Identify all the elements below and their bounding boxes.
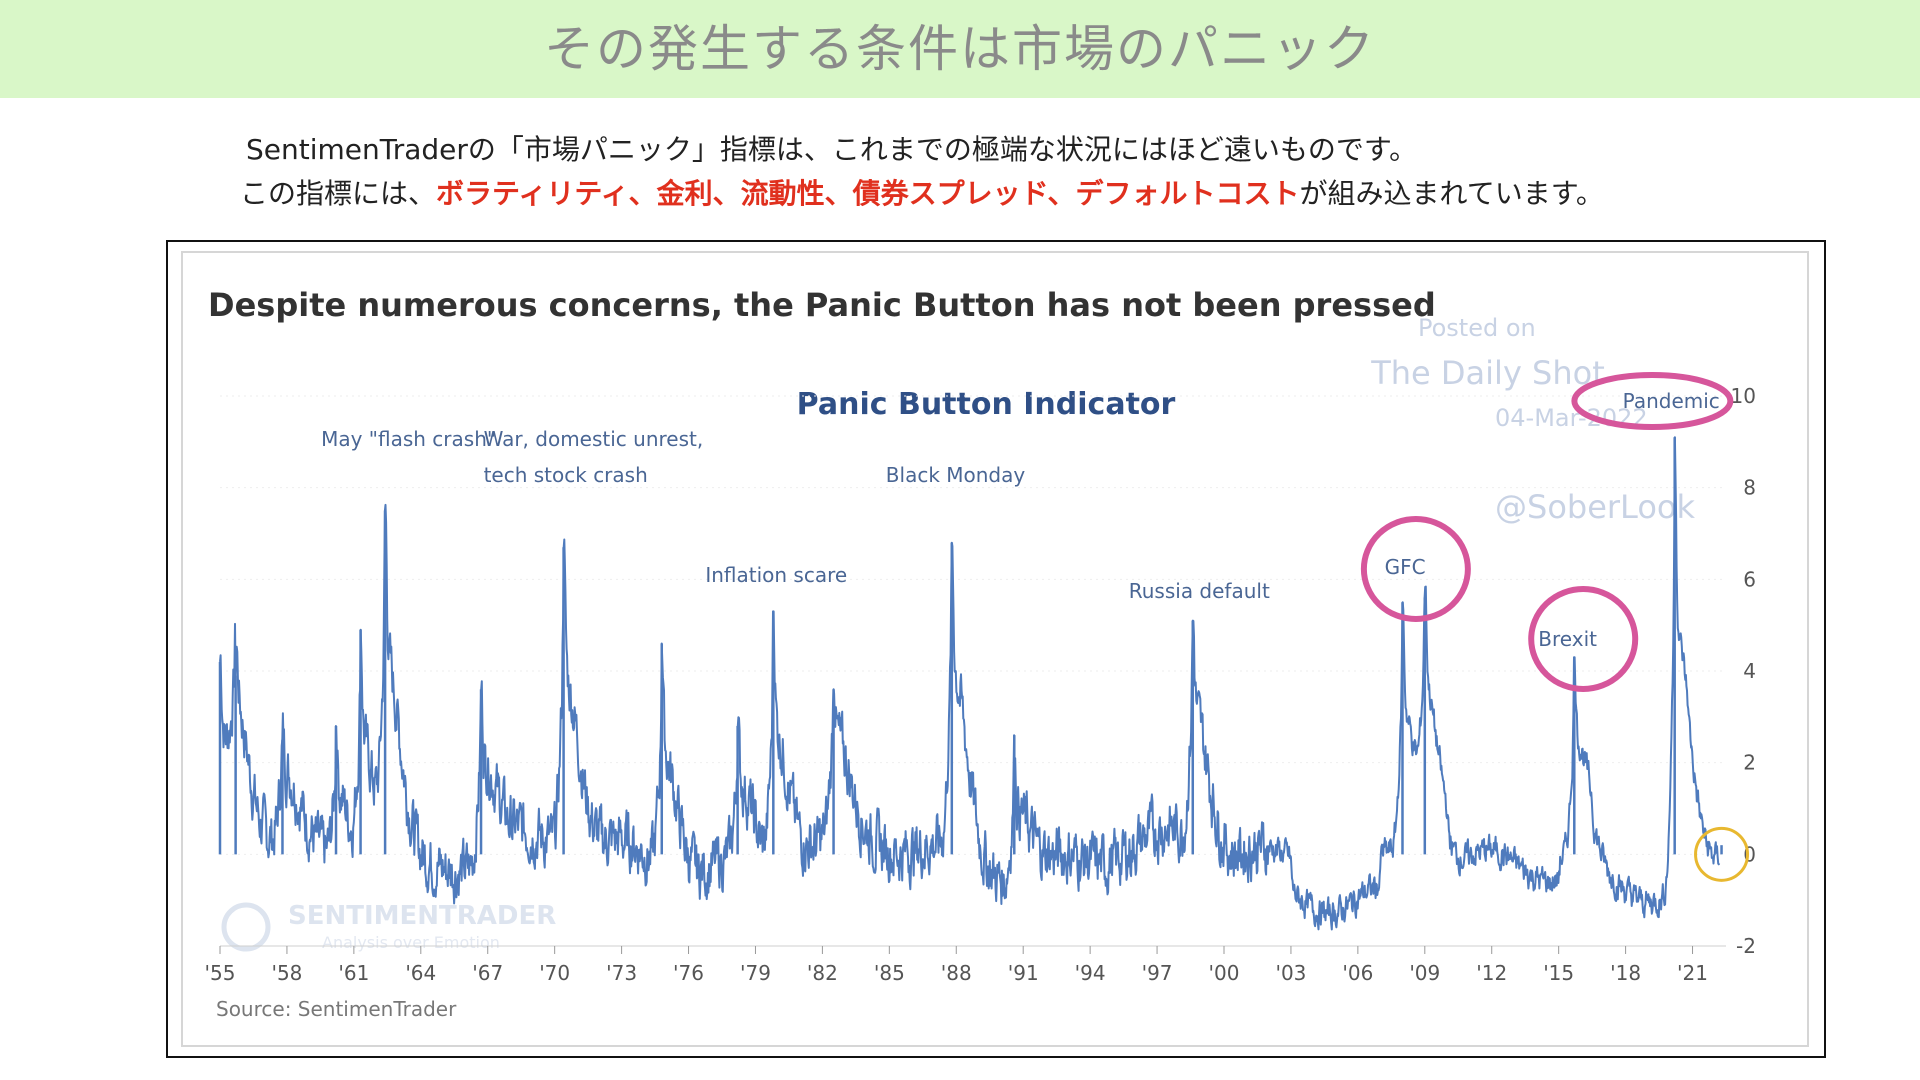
header-banner [0, 0, 1920, 98]
logo-subtext: Analysis over Emotion [322, 933, 500, 952]
watermark-handle: @SoberLook [1495, 488, 1695, 526]
x-tick-label: '58 [271, 961, 302, 985]
x-tick-label: '82 [807, 961, 838, 985]
x-tick-label: '79 [740, 961, 771, 985]
description-line-1: SentimenTraderの「市場パニック」指標は、これまでの極端な状況にはほ… [246, 133, 1418, 166]
annotation-label: May "flash crash" [321, 427, 496, 451]
logo-text: SENTIMENTRADER [288, 901, 556, 931]
x-tick-label: '09 [1409, 961, 1440, 985]
chart-inner-border [181, 251, 1809, 1047]
x-tick-label: '03 [1275, 961, 1306, 985]
x-tick-label: '21 [1677, 961, 1708, 985]
sentimentrader-logo: SENTIMENTRADER Analysis over Emotion [221, 901, 556, 952]
current-highlight-circle [1694, 826, 1750, 882]
x-tick-label: '15 [1543, 961, 1574, 985]
annotation-label: War, domestic unrest, [484, 427, 704, 451]
x-tick-label: '00 [1209, 961, 1240, 985]
panic-button-chart: Despite numerous concerns, the Panic But… [181, 251, 1809, 1047]
y-tick-label: -2 [1736, 934, 1756, 958]
x-tick-label: '73 [606, 961, 637, 985]
annotation-label: Brexit [1538, 627, 1597, 651]
x-tick-label: '94 [1075, 961, 1106, 985]
y-tick-label: 10 [1731, 384, 1756, 408]
x-tick-label: '67 [472, 961, 503, 985]
series-line [219, 436, 1721, 931]
annotation-label: Black Monday [886, 463, 1026, 487]
y-tick-label: 8 [1743, 476, 1756, 500]
x-tick-label: '55 [205, 961, 236, 985]
x-tick-label: '91 [1008, 961, 1039, 985]
x-tick-label: '18 [1610, 961, 1641, 985]
chart-frame: Despite numerous concerns, the Panic But… [166, 240, 1826, 1058]
y-tick-label: 2 [1743, 751, 1756, 775]
watermark-daily-shot: The Daily Shot [1370, 354, 1605, 392]
page-title: その発生する条件は市場のパニック [544, 20, 1376, 78]
x-tick-label: '12 [1476, 961, 1507, 985]
x-tick-label: '85 [874, 961, 905, 985]
description-line-2: この指標には、ボラティリティ、金利、流動性、債券スプレッド、デフォルトコストが組… [240, 172, 1604, 212]
x-tick-label: '76 [673, 961, 704, 985]
x-tick-label: '88 [941, 961, 972, 985]
description-highlight: ボラティリティ、金利、流動性、債券スプレッド、デフォルトコスト [436, 177, 1300, 210]
x-tick-label: '06 [1342, 961, 1373, 985]
x-tick-label: '97 [1142, 961, 1173, 985]
annotation-label: Pandemic [1623, 389, 1720, 413]
y-tick-label: 6 [1743, 567, 1756, 591]
x-tick-label: '64 [405, 961, 436, 985]
brexit-highlight-circle [1528, 586, 1639, 692]
annotation-label: tech stock crash [484, 463, 648, 487]
annotation-label: Russia default [1129, 579, 1270, 603]
chart-subtitle: Panic Button Indicator [797, 387, 1176, 422]
y-tick-label: 4 [1743, 659, 1756, 683]
description-prefix: この指標には、 [240, 177, 437, 210]
description-suffix: が組み込まれています。 [1299, 177, 1604, 210]
annotation-label: GFC [1385, 555, 1426, 579]
x-tick-label: '70 [539, 961, 570, 985]
x-tick-label: '61 [338, 961, 369, 985]
gfc-highlight-circle [1360, 516, 1471, 622]
chart-source: Source: SentimenTrader [216, 997, 457, 1021]
annotation-label: Inflation scare [705, 563, 847, 587]
chart-title: Despite numerous concerns, the Panic But… [208, 286, 1436, 324]
pandemic-highlight-circle [1571, 372, 1734, 430]
watermark-posted-on: Posted on [1418, 314, 1536, 342]
